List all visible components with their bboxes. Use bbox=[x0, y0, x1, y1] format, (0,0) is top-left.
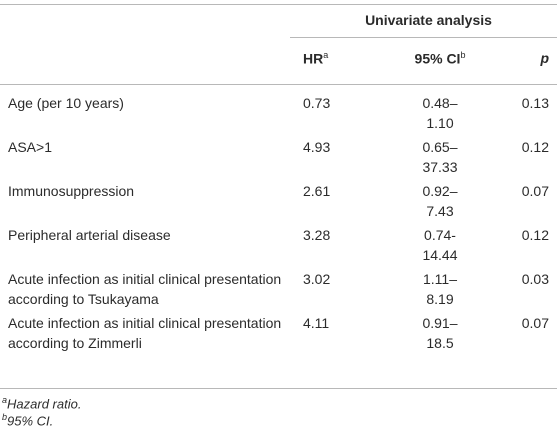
p-cell: 0.03 bbox=[521, 271, 549, 287]
ci-line: 0.91– bbox=[422, 315, 458, 331]
column-header: 95% CIb bbox=[395, 50, 485, 67]
footnote-text: Hazard ratio. bbox=[7, 396, 82, 412]
ci-cell: 0.65– 37.33 bbox=[395, 137, 485, 177]
column-note: b bbox=[460, 50, 466, 60]
hr-cell: 2.61 bbox=[303, 183, 331, 199]
group-rule bbox=[290, 37, 557, 38]
ci-line: 14.44 bbox=[422, 247, 458, 263]
column-label: 95% CI bbox=[414, 50, 461, 67]
footnote: aHazard ratio. bbox=[2, 395, 81, 411]
group-header: Univariate analysis bbox=[365, 12, 492, 28]
p-cell: 0.07 bbox=[521, 315, 549, 331]
column-header: p bbox=[540, 50, 549, 66]
row-label: Age (per 10 years) bbox=[8, 95, 124, 111]
hr-cell: 4.11 bbox=[303, 315, 330, 331]
hr-cell: 0.73 bbox=[303, 95, 331, 111]
hr-cell: 4.93 bbox=[303, 139, 331, 155]
top-rule bbox=[0, 4, 557, 5]
header-rule bbox=[0, 84, 557, 85]
row-label: ASA>1 bbox=[8, 139, 52, 155]
p-cell: 0.12 bbox=[521, 227, 549, 243]
ci-cell: 0.74- 14.44 bbox=[395, 225, 485, 265]
footnote-mark: a bbox=[2, 395, 8, 405]
footnote-text: 95% CI. bbox=[7, 413, 54, 429]
ci-line: 1.11– bbox=[423, 271, 457, 287]
hr-cell: 3.02 bbox=[303, 271, 331, 287]
bottom-rule bbox=[0, 388, 557, 389]
footnote: b95% CI. bbox=[2, 412, 53, 428]
ci-line: 0.65– bbox=[422, 139, 458, 155]
ci-line: 37.33 bbox=[422, 159, 458, 175]
ci-cell: 0.91– 18.5 bbox=[395, 313, 485, 353]
footnote-mark: b bbox=[2, 412, 8, 422]
ci-line: 8.19 bbox=[426, 291, 454, 307]
ci-line: 1.10 bbox=[426, 115, 454, 131]
column-header: HRa bbox=[303, 50, 328, 67]
row-label: Acute infection as initial clinical pres… bbox=[8, 315, 282, 351]
ci-line: 18.5 bbox=[426, 335, 454, 351]
hr-cell: 3.28 bbox=[303, 227, 331, 243]
ci-line: 0.74- bbox=[424, 227, 456, 243]
ci-line: 7.43 bbox=[426, 203, 454, 219]
ci-cell: 0.92– 7.43 bbox=[395, 181, 485, 221]
ci-line: 0.48– bbox=[422, 95, 458, 111]
ci-cell: 1.11– 8.19 bbox=[395, 269, 485, 309]
ci-cell: 0.48– 1.10 bbox=[395, 93, 485, 133]
row-label: Acute infection as initial clinical pres… bbox=[8, 271, 282, 307]
ci-line: 0.92– bbox=[422, 183, 458, 199]
p-cell: 0.07 bbox=[521, 183, 549, 199]
column-note: a bbox=[323, 50, 329, 60]
row-label: Immunosuppression bbox=[8, 183, 135, 199]
column-label: HR bbox=[303, 50, 324, 67]
p-cell: 0.13 bbox=[521, 95, 549, 111]
p-cell: 0.12 bbox=[521, 139, 549, 155]
row-label: Peripheral arterial disease bbox=[8, 227, 171, 243]
